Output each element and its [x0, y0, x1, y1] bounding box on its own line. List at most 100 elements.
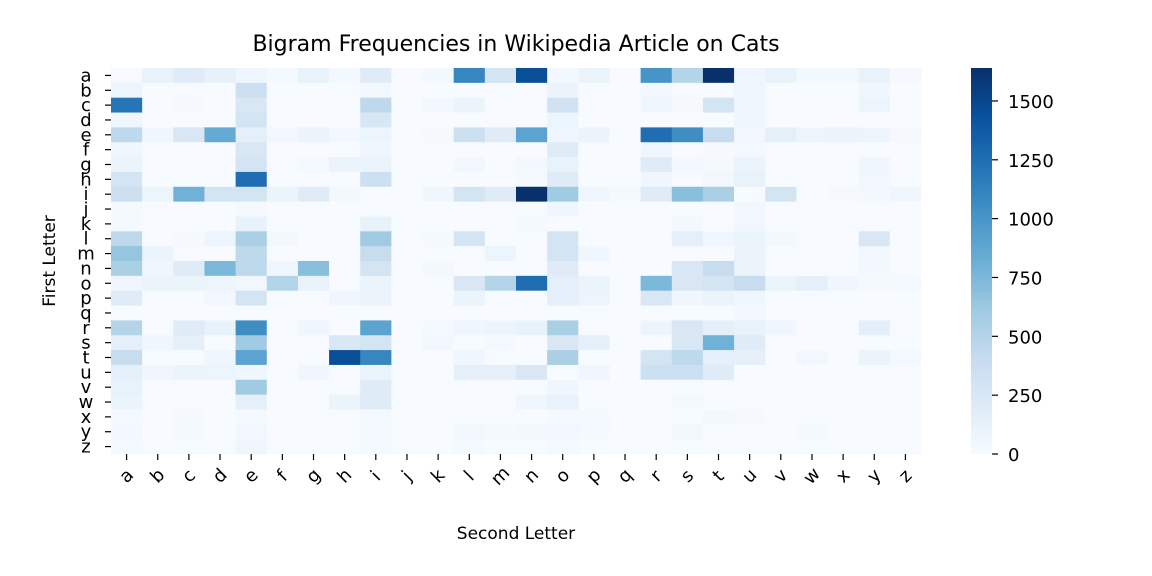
- heatmap-cell-ba: [111, 82, 143, 99]
- heatmap-cell-yh: [329, 424, 361, 440]
- heatmap-cell-cr: [640, 97, 673, 113]
- heatmap-cell-fv: [765, 142, 797, 158]
- heatmap-cell-kn: [516, 216, 548, 232]
- heatmap-cell-pb: [142, 290, 174, 306]
- heatmap-cell-nv: [765, 261, 797, 277]
- heatmap-cell-rv: [765, 320, 797, 336]
- heatmap-cell-zu: [734, 439, 766, 455]
- heatmap-cell-kq: [609, 216, 642, 232]
- x-tick-label: h: [333, 465, 356, 488]
- heatmap-cell-uy: [858, 364, 891, 381]
- heatmap-cell-nx: [827, 261, 860, 277]
- heatmap-cell-ax: [827, 68, 860, 84]
- heatmap-cell-ce: [235, 97, 268, 113]
- heatmap-cell-jh: [329, 201, 361, 217]
- heatmap-cell-dt: [702, 112, 735, 128]
- heatmap-cell-fe: [235, 142, 268, 158]
- heatmap-cell-hv: [765, 171, 797, 188]
- heatmap-cell-ma: [111, 246, 143, 262]
- heatmap-cell-fj: [391, 142, 423, 158]
- heatmap-cell-rr: [640, 320, 673, 336]
- heatmap-cell-sx: [827, 335, 860, 351]
- heatmap-cell-ed: [204, 127, 237, 143]
- heatmap-cell-se: [235, 335, 268, 351]
- heatmap-cell-ho: [547, 171, 579, 188]
- heatmap-cell-qr: [640, 305, 673, 321]
- heatmap-cell-zb: [142, 439, 174, 455]
- heatmap-cell-lp: [578, 231, 610, 247]
- heatmap-cell-mr: [640, 246, 673, 262]
- heatmap-cell-fc: [173, 142, 205, 158]
- heatmap-cell-to: [547, 350, 579, 366]
- heatmap-cell-ac: [173, 68, 205, 84]
- heatmap-cell-rb: [142, 320, 174, 336]
- heatmap-cell-tx: [827, 350, 860, 366]
- heatmap-cell-us: [671, 364, 704, 381]
- heatmap-cell-hh: [329, 171, 361, 188]
- heatmap-cell-wi: [360, 394, 392, 410]
- heatmap-cell-sd: [204, 335, 237, 351]
- heatmap-cell-xi: [360, 409, 392, 425]
- heatmap-cell-kr: [640, 216, 673, 232]
- heatmap-cell-dr: [640, 112, 673, 128]
- heatmap-cell-pz: [889, 290, 922, 306]
- heatmap-cell-yz: [889, 424, 922, 440]
- heatmap-cell-cz: [889, 97, 922, 113]
- heatmap-cell-cf: [266, 97, 299, 113]
- heatmap-cell-vx: [827, 379, 860, 396]
- heatmap-cell-oy: [858, 275, 891, 292]
- heatmap-cell-si: [360, 335, 392, 351]
- heatmap-cell-md: [204, 246, 237, 262]
- heatmap-cell-hd: [204, 171, 237, 188]
- heatmap-cell-ev: [765, 127, 797, 143]
- heatmap-cell-gr: [640, 157, 673, 173]
- heatmap-cell-be: [235, 82, 268, 99]
- heatmap-cell-qy: [858, 305, 891, 321]
- heatmap-cell-bc: [173, 82, 205, 99]
- heatmap-cell-ek: [422, 127, 455, 143]
- heatmap-cell-em: [484, 127, 517, 143]
- heatmap-cell-zf: [266, 439, 299, 455]
- heatmap-cell-lw: [796, 231, 828, 247]
- heatmap-cell-ia: [111, 186, 143, 203]
- heatmap-cell-my: [858, 246, 891, 262]
- heatmap-cell-fu: [734, 142, 766, 158]
- heatmap-cell-dp: [578, 112, 610, 128]
- heatmap-cell-mm: [484, 246, 517, 262]
- heatmap-cell-hx: [827, 171, 860, 188]
- heatmap-cell-zk: [422, 439, 455, 455]
- heatmap-cell-fd: [204, 142, 237, 158]
- heatmap-cell-lc: [173, 231, 205, 247]
- heatmap-cell-cd: [204, 97, 237, 113]
- heatmap-cell-jc: [173, 201, 205, 217]
- heatmap-cell-gx: [827, 157, 860, 173]
- heatmap-cells: [111, 68, 922, 455]
- heatmap-cell-ts: [671, 350, 704, 366]
- heatmap-cell-ct: [702, 97, 735, 113]
- heatmap-cell-yr: [640, 424, 673, 440]
- heatmap-cell-nu: [734, 261, 766, 277]
- heatmap-cell-sw: [796, 335, 828, 351]
- heatmap-cell-in: [516, 186, 548, 203]
- y-tick-label: t: [82, 348, 89, 369]
- heatmap-cell-sr: [640, 335, 673, 351]
- heatmap-cell-ln: [516, 231, 548, 247]
- heatmap-cell-en: [516, 127, 548, 143]
- heatmap-cell-eq: [609, 127, 642, 143]
- heatmap-cell-ue: [235, 364, 268, 381]
- heatmap-cell-pe: [235, 290, 268, 306]
- y-tick-label: n: [80, 258, 91, 279]
- heatmap-cell-rc: [173, 320, 205, 336]
- heatmap-cell-gn: [516, 157, 548, 173]
- heatmap-cell-ok: [422, 275, 455, 292]
- heatmap-cell-lx: [827, 231, 860, 247]
- heatmap-cell-yi: [360, 424, 392, 440]
- heatmap-cell-la: [111, 231, 143, 247]
- heatmap-cell-bn: [516, 82, 548, 99]
- heatmap-cell-wk: [422, 394, 455, 410]
- heatmap-cell-iy: [858, 186, 891, 203]
- y-tick-label: q: [80, 303, 91, 324]
- y-tick-label: g: [80, 155, 91, 176]
- heatmap-cell-vy: [858, 379, 891, 396]
- heatmap-cell-ft: [702, 142, 735, 158]
